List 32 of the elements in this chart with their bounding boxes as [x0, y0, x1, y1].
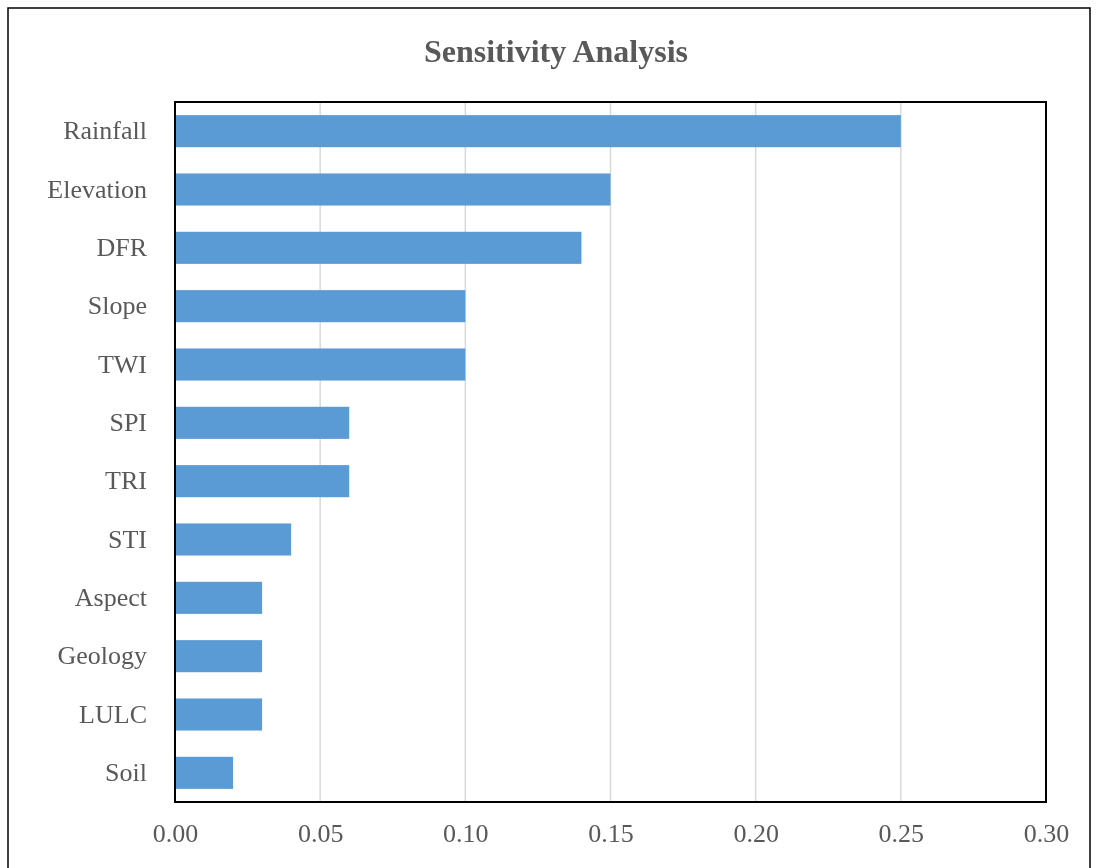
y-tick-label: STI — [108, 524, 147, 554]
y-tick-label: Soil — [105, 758, 147, 788]
bar — [175, 173, 611, 206]
y-tick-label: DFR — [96, 233, 148, 263]
y-tick-label: Elevation — [47, 174, 147, 204]
x-tick-label: 0.15 — [588, 819, 634, 849]
x-tick-label: 0.05 — [297, 819, 344, 849]
y-tick-label: SPI — [109, 408, 147, 438]
bar — [175, 231, 582, 264]
bar — [175, 523, 292, 556]
y-tick-label: Slope — [87, 291, 147, 321]
x-tick-label: 0.30 — [1023, 819, 1070, 849]
bar — [175, 406, 350, 439]
bar — [175, 698, 263, 731]
x-tick-label: 0.25 — [878, 819, 925, 849]
bar — [175, 348, 466, 381]
x-tick-label: 0.10 — [443, 819, 489, 849]
chart-title: Sensitivity Analysis — [423, 33, 689, 69]
y-tick-label: Rainfall — [63, 116, 147, 146]
y-tick-label: LULC — [79, 699, 147, 729]
bar — [175, 640, 263, 673]
y-tick-label: Aspect — [74, 583, 148, 613]
x-tick-label: 0.20 — [733, 819, 779, 849]
bar — [175, 581, 263, 614]
bar — [175, 465, 350, 498]
y-tick-label: TWI — [97, 349, 147, 379]
y-tick-label: TRI — [105, 466, 147, 496]
y-tick-label: Geology — [57, 641, 147, 671]
bar — [175, 756, 234, 789]
x-tick-label: 0.00 — [152, 819, 199, 849]
bar — [175, 115, 901, 148]
bar — [175, 290, 466, 323]
